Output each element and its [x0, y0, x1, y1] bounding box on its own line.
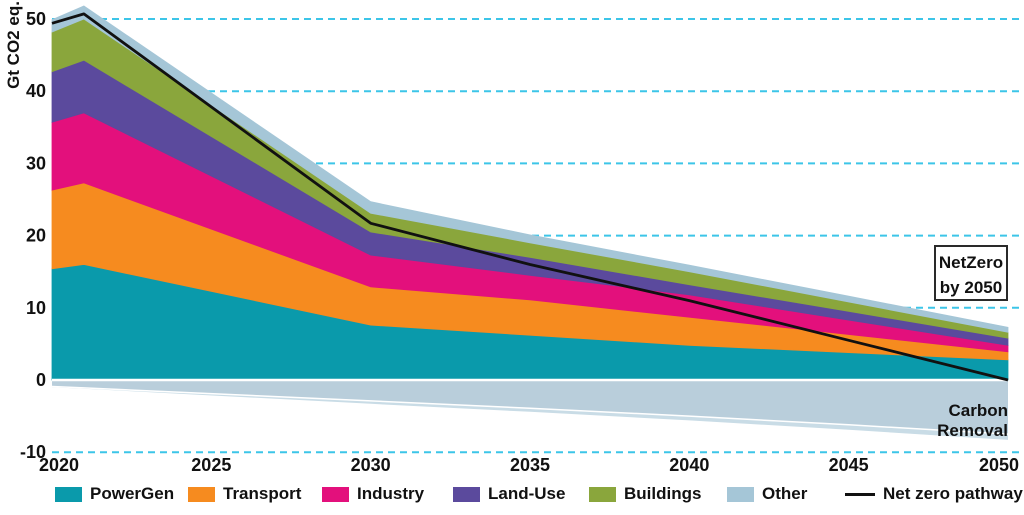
net-zero-pathway-line [51, 12, 1009, 382]
x-tick-2025: 2025 [191, 455, 231, 475]
y-tick-50: 50 [26, 9, 46, 29]
y-tick--10: -10 [20, 442, 46, 462]
legend-label: PowerGen [90, 484, 175, 503]
legend-swatch-buildings [589, 486, 616, 502]
netzero-2050-callout: NetZero by 2050 [934, 245, 1008, 301]
y-tick-30: 30 [26, 153, 46, 173]
legend-label: Transport [223, 484, 302, 503]
y-axis-title: Gt CO2 eq. [4, 1, 23, 89]
legend-swatch-other [727, 486, 754, 502]
chart-legend: PowerGen Transport Industry Land-Use Buildin… [0, 483, 1024, 509]
legend-label: Other [762, 484, 808, 503]
x-tick-2050: 2050 [979, 455, 1019, 475]
legend-label: Net zero pathway [883, 484, 1023, 503]
x-tick-2020: 2020 [39, 455, 79, 475]
legend-item-powergen: PowerGen [55, 483, 174, 505]
legend-swatch-industry [322, 486, 349, 502]
y-tick-0: 0 [36, 370, 46, 390]
netzero-callout-line1: NetZero [938, 253, 1004, 272]
legend-label: Land-Use [488, 484, 566, 503]
x-tick-2030: 2030 [351, 455, 391, 475]
y-tick-20: 20 [26, 226, 46, 246]
carbon-removal-label: Carbon Removal [937, 401, 1008, 440]
x-tick-2035: 2035 [510, 455, 550, 475]
carbon-removal-area-upper [52, 380, 1008, 435]
y-tick-10: 10 [26, 298, 46, 318]
legend-swatch-transport [188, 486, 215, 502]
legend-item-net-zero-pathway: Net zero pathway [845, 483, 1023, 505]
legend-item-transport: Transport [188, 483, 301, 505]
netzero-callout-line2: by 2050 [939, 278, 1003, 297]
legend-item-other: Other [727, 483, 807, 505]
legend-line-sample [845, 492, 875, 496]
legend-item-industry: Industry [322, 483, 424, 505]
legend-item-land-use: Land-Use [453, 483, 565, 505]
x-tick-2040: 2040 [669, 455, 709, 475]
y-tick-40: 40 [26, 81, 46, 101]
legend-swatch-powergen [55, 486, 82, 502]
carbon-removal-seam [51, 385, 1009, 435]
legend-label: Industry [357, 484, 425, 503]
legend-label: Buildings [624, 484, 702, 503]
x-tick-2045: 2045 [829, 455, 869, 475]
legend-item-buildings: Buildings [589, 483, 701, 505]
legend-swatch-land-use [453, 486, 480, 502]
